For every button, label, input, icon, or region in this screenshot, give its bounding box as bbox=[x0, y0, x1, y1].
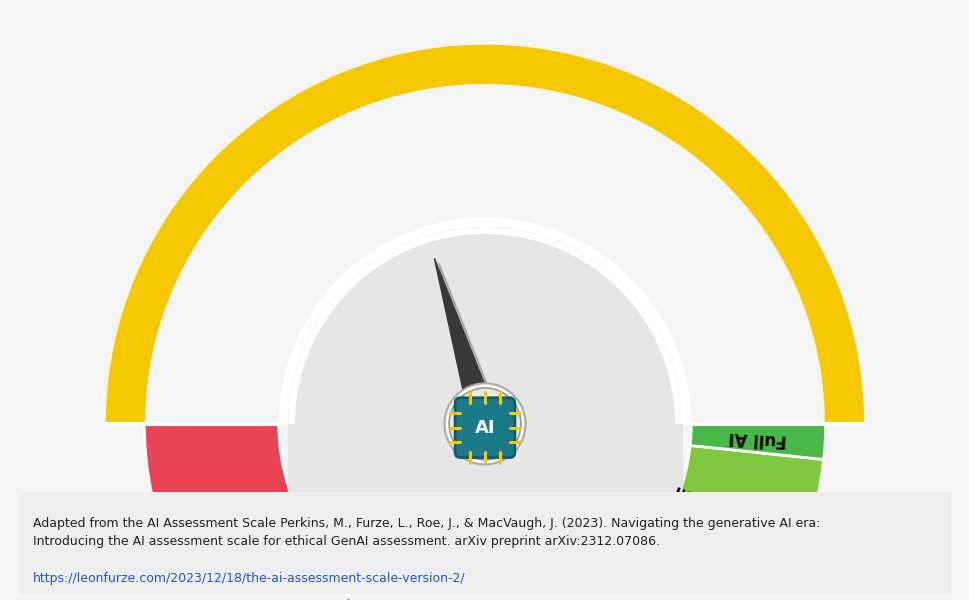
Text: AI Prompted: AI Prompted bbox=[287, 598, 361, 600]
Polygon shape bbox=[438, 263, 503, 433]
Text: No AI: No AI bbox=[197, 491, 253, 525]
Polygon shape bbox=[434, 258, 498, 428]
Wedge shape bbox=[689, 424, 825, 460]
Polygon shape bbox=[107, 46, 862, 424]
Wedge shape bbox=[288, 227, 681, 424]
Wedge shape bbox=[651, 445, 823, 600]
Text: AI Task Completion,
Human Evaluation: AI Task Completion, Human Evaluation bbox=[662, 480, 817, 563]
Polygon shape bbox=[278, 424, 691, 431]
Text: AI-Assisted
Editing: AI-Assisted Editing bbox=[604, 596, 686, 600]
Wedge shape bbox=[209, 545, 421, 600]
Wedge shape bbox=[288, 227, 681, 424]
Wedge shape bbox=[278, 218, 691, 424]
Text: AI: AI bbox=[474, 419, 495, 437]
FancyBboxPatch shape bbox=[454, 398, 515, 458]
Wedge shape bbox=[548, 545, 760, 600]
Circle shape bbox=[444, 383, 525, 464]
Wedge shape bbox=[144, 424, 318, 600]
FancyBboxPatch shape bbox=[1, 490, 968, 596]
Polygon shape bbox=[288, 424, 681, 492]
Text: Adapted from the AI Assessment Scale Perkins, M., Furze, L., Roe, J., & MacVaugh: Adapted from the AI Assessment Scale Per… bbox=[33, 517, 820, 548]
Circle shape bbox=[449, 388, 520, 460]
Text: https://leonfurze.com/2023/12/18/the-ai-assessment-scale-version-2/: https://leonfurze.com/2023/12/18/the-ai-… bbox=[33, 572, 465, 584]
Wedge shape bbox=[294, 233, 675, 424]
Text: Full AI: Full AI bbox=[728, 428, 787, 449]
